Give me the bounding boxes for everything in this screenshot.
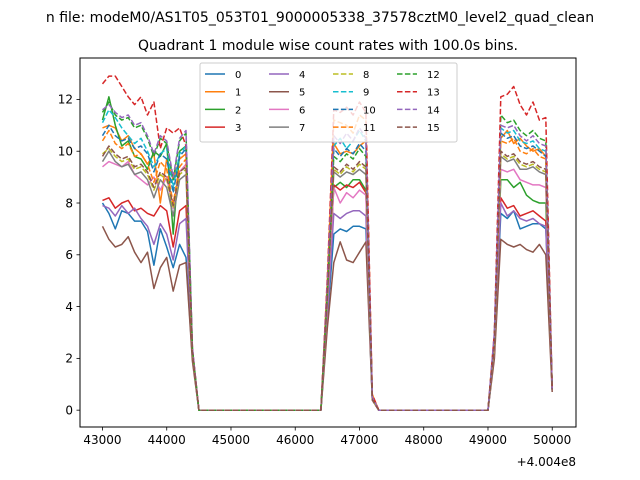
y-tick-label: 0 [65,403,73,417]
x-tick-label: 49000 [469,433,507,447]
y-tick-label: 10 [58,145,73,159]
chart-title: Quadrant 1 module wise count rates with … [138,38,518,54]
y-tick-label: 12 [58,93,73,107]
legend-label-5: 5 [299,88,305,99]
axes-frame [79,57,577,428]
y-tick-label: 2 [65,352,73,366]
x-tick-label: 43000 [83,433,121,447]
legend-label-7: 7 [299,123,305,134]
y-tick-label: 8 [65,196,73,210]
legend-label-6: 6 [299,105,305,116]
legend-label-2: 2 [235,105,241,116]
legend-label-3: 3 [235,123,241,134]
legend-label-0: 0 [235,70,241,81]
series-line-15 [101,145,553,411]
legend-label-13: 13 [427,88,440,99]
plot-area [101,75,553,411]
legend-box [199,62,458,143]
axis-ticks: 43000 44000 45000 46000 47000 48000 49000 50000… [58,93,572,447]
x-tick-label: 44000 [148,433,186,447]
y-tick-label: 6 [65,248,73,262]
legend-label-11: 11 [363,123,376,134]
x-tick-label: 46000 [276,433,314,447]
x-offset-label: +4.004e8 [517,455,576,469]
x-tick-label: 45000 [212,433,250,447]
legend-label-9: 9 [363,88,369,99]
series-line-2 [101,96,553,411]
legend-label-8: 8 [363,70,369,81]
x-tick-label: 47000 [340,433,378,447]
legend-label-12: 12 [427,70,440,81]
y-tick-label: 4 [65,300,73,314]
legend-label-1: 1 [235,88,241,99]
legend-label-4: 4 [299,70,305,81]
legend-label-10: 10 [363,105,376,116]
legend-label-14: 14 [427,105,440,116]
x-tick-label: 48000 [405,433,443,447]
figure-suptitle: n file: modeM0/AS1T05_053T01_9000005338_… [46,10,594,26]
x-tick-label: 50000 [533,433,571,447]
legend-label-15: 15 [427,123,440,134]
